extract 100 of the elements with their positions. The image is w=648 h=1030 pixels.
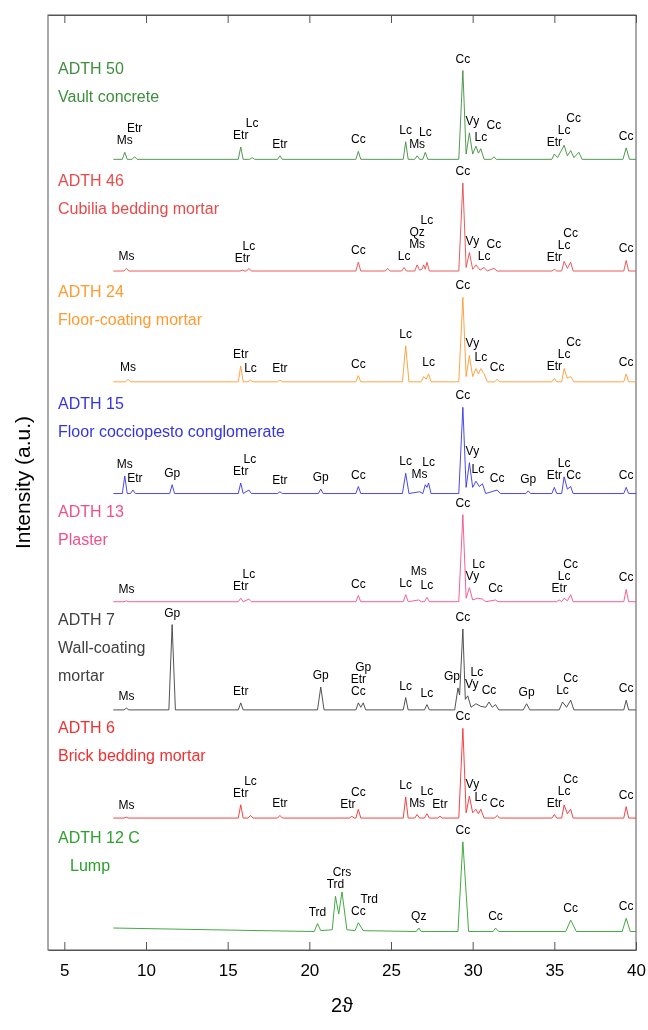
annotation: Etr bbox=[546, 795, 563, 810]
annotation: Gp bbox=[312, 668, 330, 683]
annotation: Cc bbox=[563, 556, 578, 571]
annotation: Lc bbox=[557, 123, 571, 138]
annotation: Cc bbox=[455, 609, 471, 624]
annotation: Ms bbox=[120, 360, 137, 375]
text: ADTH 24 Floor-coating mortar bbox=[58, 282, 203, 328]
annotation: Ms bbox=[411, 466, 428, 481]
annotation: Lc bbox=[472, 556, 485, 571]
x-tick-label: 30 bbox=[463, 961, 483, 981]
annotation: Cc bbox=[489, 360, 505, 375]
annotation: Vy bbox=[465, 113, 480, 128]
annotation: Cc bbox=[351, 785, 366, 800]
annotation: Gp bbox=[355, 659, 372, 674]
annotation: Lc bbox=[422, 354, 435, 369]
annotation: Gp bbox=[164, 605, 181, 620]
annotation: Ms bbox=[116, 456, 133, 471]
annotation: Cc bbox=[486, 117, 502, 132]
annotation: Etr bbox=[272, 361, 288, 376]
annotation: Lc bbox=[420, 783, 434, 798]
annotation: Etr bbox=[234, 251, 251, 266]
text: ADTH 13 Plaster bbox=[58, 502, 124, 548]
annotation: Ms bbox=[409, 795, 426, 810]
annotation: Cc bbox=[618, 570, 634, 585]
annotation: Lc bbox=[399, 575, 413, 590]
annotation: Cc bbox=[489, 471, 505, 486]
annotation: Cc bbox=[566, 335, 581, 350]
annotation: Cc bbox=[351, 132, 366, 147]
annotation: Gp bbox=[312, 470, 330, 485]
annotation: Ms bbox=[118, 581, 135, 596]
annotation: Lc bbox=[470, 664, 484, 679]
annotation: Cc bbox=[563, 226, 578, 241]
annotation: Cc bbox=[455, 822, 471, 837]
annotation: Cc bbox=[455, 278, 471, 293]
annotation: Lc bbox=[557, 238, 571, 253]
text: ADTH 15 Floor cocciopesto conglomerate bbox=[58, 394, 285, 440]
annotation: Lc bbox=[556, 682, 569, 697]
annotation: Etr bbox=[546, 135, 563, 150]
annotation: Cc bbox=[455, 495, 471, 510]
text: ADTH 50 Vault concrete bbox=[58, 60, 160, 106]
annotation: Etr bbox=[340, 797, 356, 812]
text: ADTH 46 Cubilia bedding mortar bbox=[58, 172, 220, 218]
annotation: Qz bbox=[411, 909, 427, 924]
annotation: Cc bbox=[618, 899, 634, 914]
annotation: Etr bbox=[233, 128, 249, 143]
annotation: Lc bbox=[399, 122, 413, 137]
annotation: Etr bbox=[272, 472, 288, 487]
annotation: Ms bbox=[409, 136, 426, 151]
annotation: Cc bbox=[455, 51, 471, 66]
annotation: Cc bbox=[563, 771, 578, 786]
annotation: Cc bbox=[563, 901, 578, 916]
x-tick-label: 20 bbox=[300, 961, 320, 981]
annotation: Etr bbox=[546, 468, 563, 483]
annotation: Lc bbox=[399, 777, 413, 792]
x-tick-label: 15 bbox=[218, 961, 238, 981]
annotation: Cc bbox=[618, 241, 634, 256]
annotation: Crs bbox=[332, 865, 352, 880]
annotation: Gp bbox=[164, 465, 181, 480]
series-label: ADTH 7 Wall-coating mortar bbox=[58, 610, 146, 684]
annotation: Lc bbox=[557, 783, 571, 798]
annotation: Ms bbox=[118, 249, 135, 264]
annotation: Etr bbox=[126, 121, 143, 136]
annotation: Vy bbox=[465, 336, 480, 351]
x-tick-label: 35 bbox=[545, 961, 565, 981]
annotation: Etr bbox=[546, 250, 563, 265]
annotation: Vy bbox=[465, 233, 480, 248]
text: ADTH 12 C Lump bbox=[58, 829, 140, 875]
annotation: Trd bbox=[308, 904, 327, 919]
x-tick-label: 40 bbox=[627, 961, 646, 981]
annotation: Lc bbox=[422, 454, 435, 469]
annotation: Lc bbox=[471, 462, 485, 477]
annotation: Cc bbox=[351, 683, 366, 698]
annotation: Lc bbox=[244, 361, 257, 376]
annotation: Vy bbox=[465, 443, 480, 458]
annotation: Lc bbox=[399, 326, 413, 341]
annotation: Cc bbox=[488, 580, 503, 595]
annotation: Lc bbox=[474, 790, 488, 805]
text: ADTH 6 Brick bedding mortar bbox=[58, 719, 207, 765]
annotation: Etr bbox=[546, 359, 563, 374]
annotation: Trd bbox=[360, 891, 379, 906]
annotation: Ms bbox=[410, 563, 427, 578]
annotation: Ms bbox=[116, 133, 133, 148]
annotation: Cc bbox=[566, 111, 581, 126]
annotation: Cc bbox=[351, 356, 366, 371]
annotation: Lc bbox=[420, 578, 434, 593]
annotation: Lc bbox=[557, 568, 571, 583]
annotation: Lc bbox=[397, 248, 411, 263]
annotation: Cc bbox=[455, 388, 471, 403]
annotation: Lc bbox=[474, 349, 488, 364]
annotation: Gp bbox=[520, 471, 537, 486]
annotation: Lc bbox=[420, 685, 434, 700]
annotation: Lc bbox=[243, 451, 257, 466]
annotation: Cc bbox=[481, 682, 497, 697]
annotation: Cc bbox=[455, 164, 471, 179]
annotation: Lc bbox=[244, 773, 257, 788]
y-axis-title: Intensity (a.u.) bbox=[11, 415, 34, 550]
annotation: Cc bbox=[351, 467, 366, 482]
annotation: Etr bbox=[272, 796, 288, 811]
annotation: Etr bbox=[272, 136, 288, 151]
annotation: Cc bbox=[488, 909, 503, 924]
